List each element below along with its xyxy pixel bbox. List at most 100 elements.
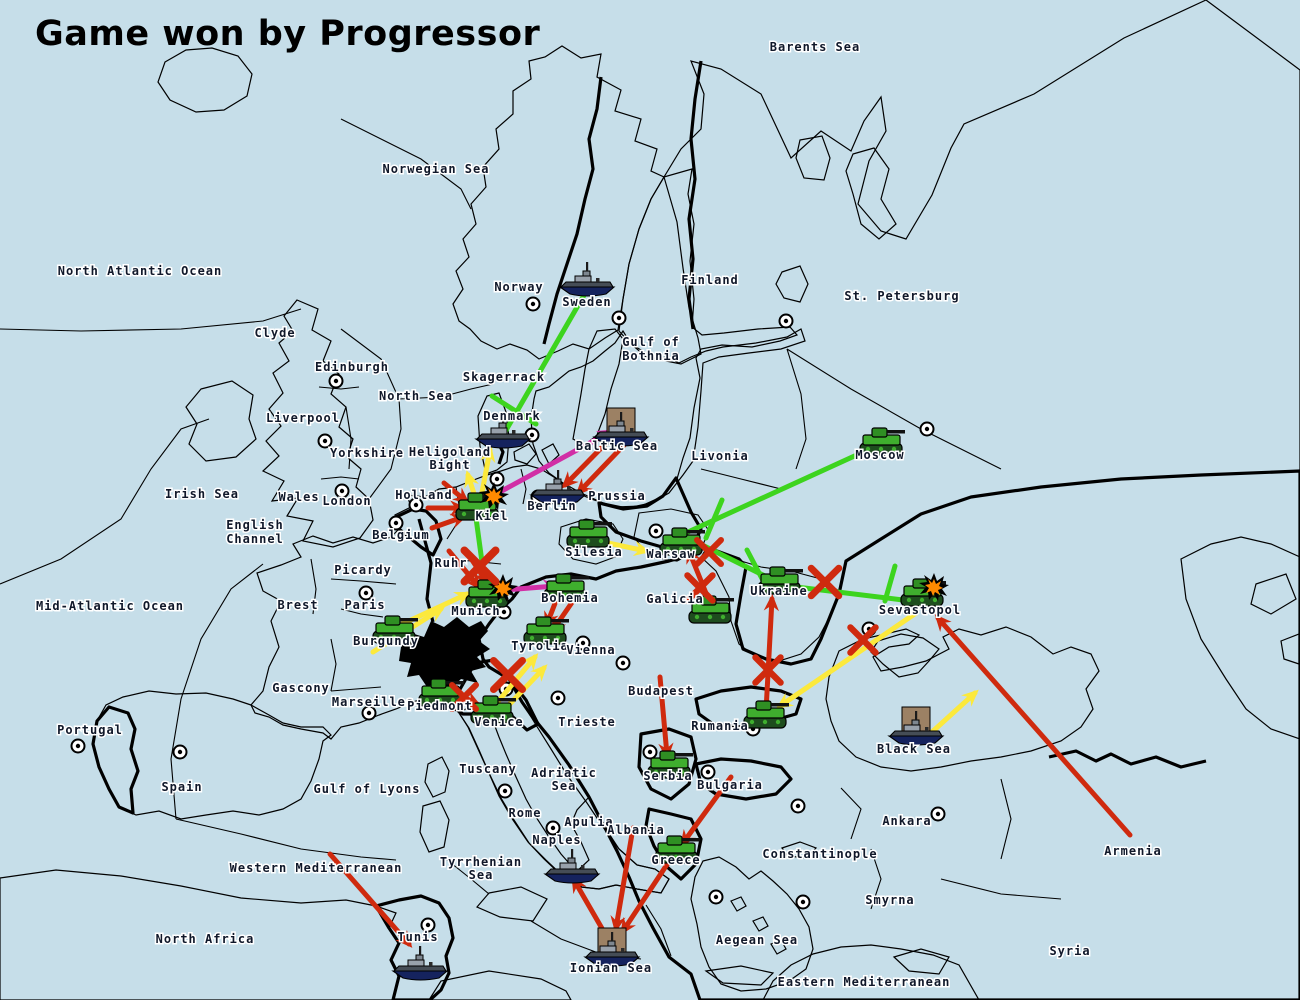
border-gascony-burgundy xyxy=(330,638,337,692)
map-label: Holland xyxy=(395,488,453,502)
map-label: Picardy xyxy=(334,563,392,577)
border-ankara-armenia xyxy=(1000,778,1012,860)
territory-apulia-brown xyxy=(570,795,670,894)
island-crete xyxy=(704,965,775,986)
map-label: English xyxy=(226,518,284,532)
map-label: Portugal xyxy=(57,723,123,737)
seazone-northsea-west xyxy=(340,328,402,500)
map-label: Gulf of xyxy=(622,335,680,349)
map-label: Barents Sea xyxy=(770,40,860,54)
map-label: Wales xyxy=(278,490,319,504)
map-label: Aegean Sea xyxy=(716,933,798,947)
map-label: Ankara xyxy=(882,814,931,828)
order-arrow-red xyxy=(657,674,674,761)
page-title: Game won by Progressor xyxy=(35,14,540,54)
map-label: Prussia xyxy=(588,489,646,503)
border-greece xyxy=(644,807,703,881)
border-syria-north xyxy=(940,878,1062,900)
seazone-norwegian xyxy=(340,118,472,210)
seazone-northsea-skagerrak xyxy=(398,383,494,400)
landmass-iberia xyxy=(92,690,332,820)
order-arrow-red xyxy=(934,614,1133,838)
seazone-western-med xyxy=(175,818,397,861)
map-label: Marseilles xyxy=(332,695,414,709)
map-label: Ukraine xyxy=(750,584,808,598)
seazone-nao-clyde xyxy=(0,308,302,332)
map-label: Serbia xyxy=(643,769,692,783)
aegean-islets xyxy=(730,896,787,955)
support-tick xyxy=(489,393,539,427)
border-rumania xyxy=(694,685,803,729)
border-armenia xyxy=(1048,749,1207,769)
supply-center-icon xyxy=(700,764,716,780)
map-label: Budapest xyxy=(628,684,694,698)
map-label: Ionian Sea xyxy=(570,961,652,975)
supply-center-icon xyxy=(642,744,658,760)
territory-sicily-brown xyxy=(476,886,548,922)
seazone-mao-channel xyxy=(170,563,264,820)
map-label: Sea xyxy=(469,868,494,882)
border-liverpool-yorkshire xyxy=(345,406,352,470)
map-label: London xyxy=(322,494,371,508)
supply-center-icon xyxy=(778,313,794,329)
map-label: Silesia xyxy=(565,545,623,559)
border-gascony-marseilles xyxy=(330,686,382,692)
map-label: Bulgaria xyxy=(697,778,763,792)
island-sardinia xyxy=(419,800,450,853)
map-label: North Africa xyxy=(156,932,255,946)
island-corsica xyxy=(424,756,450,798)
map-label: Burgundy xyxy=(353,634,419,648)
map-label: Moscow xyxy=(855,448,904,462)
support-tick xyxy=(882,563,898,604)
map-label: Vienna xyxy=(566,643,615,657)
territory-libya-coast xyxy=(428,970,572,1000)
border-finland-russia xyxy=(687,60,703,330)
order-arrow-red xyxy=(620,860,671,936)
fleet-unit xyxy=(593,407,649,447)
border-livonia-south xyxy=(700,468,782,490)
border-paris-burgundy xyxy=(340,608,384,618)
supply-center-icon xyxy=(525,296,541,312)
map-label: Tyrrhenian xyxy=(440,855,522,869)
sea-caspian xyxy=(1180,536,1300,740)
impassable-switzerland xyxy=(399,617,490,689)
supply-center-icon xyxy=(795,894,811,910)
map-label: Sweden xyxy=(562,295,611,309)
map-label: Constantinople xyxy=(762,847,877,861)
labels-layer: Barents Sea Norwegian Sea North Atlantic O… xyxy=(34,39,1162,991)
map-label: Piedmont xyxy=(407,699,473,713)
peninsula-crimea xyxy=(870,633,940,678)
border-layer xyxy=(0,60,1207,960)
map-label: Channel xyxy=(226,532,284,546)
border-norway-sweden xyxy=(542,76,603,345)
map-label: Tuscany xyxy=(459,762,517,776)
support-tick xyxy=(703,497,725,541)
caspian-islands xyxy=(1250,573,1300,665)
territory-prussia-brown xyxy=(597,476,703,551)
map-label: Bothnia xyxy=(622,349,680,363)
fleet-unit xyxy=(888,706,944,746)
order-arrow-red xyxy=(441,480,470,505)
map-label: Norwegian Sea xyxy=(383,162,490,176)
map-label: Western Mediterranean xyxy=(230,861,403,875)
border-edinburgh-yorkshire xyxy=(318,386,360,390)
map-label: Bohemia xyxy=(541,591,599,605)
map-label: Rome xyxy=(509,806,542,820)
supply-center-icon xyxy=(648,523,664,539)
supply-center-icon xyxy=(930,806,946,822)
sea-black-sea xyxy=(825,626,1100,772)
map-label: North Sea xyxy=(379,389,453,403)
order-arrow-magenta xyxy=(495,429,615,496)
seazone-ionian-aegean xyxy=(645,904,672,957)
map-label: Denmark xyxy=(483,409,541,423)
border-serbia xyxy=(637,727,698,801)
map-label: Edinburgh xyxy=(315,360,389,374)
sea-aegean xyxy=(690,856,814,992)
map-label: Irish Sea xyxy=(165,487,239,501)
map-label: Trieste xyxy=(558,715,616,729)
map-label: Bight xyxy=(429,458,470,472)
seazone-nao-mao xyxy=(0,418,210,585)
map-label: Belgium xyxy=(372,528,430,542)
map-label: Heligoland xyxy=(409,445,491,459)
